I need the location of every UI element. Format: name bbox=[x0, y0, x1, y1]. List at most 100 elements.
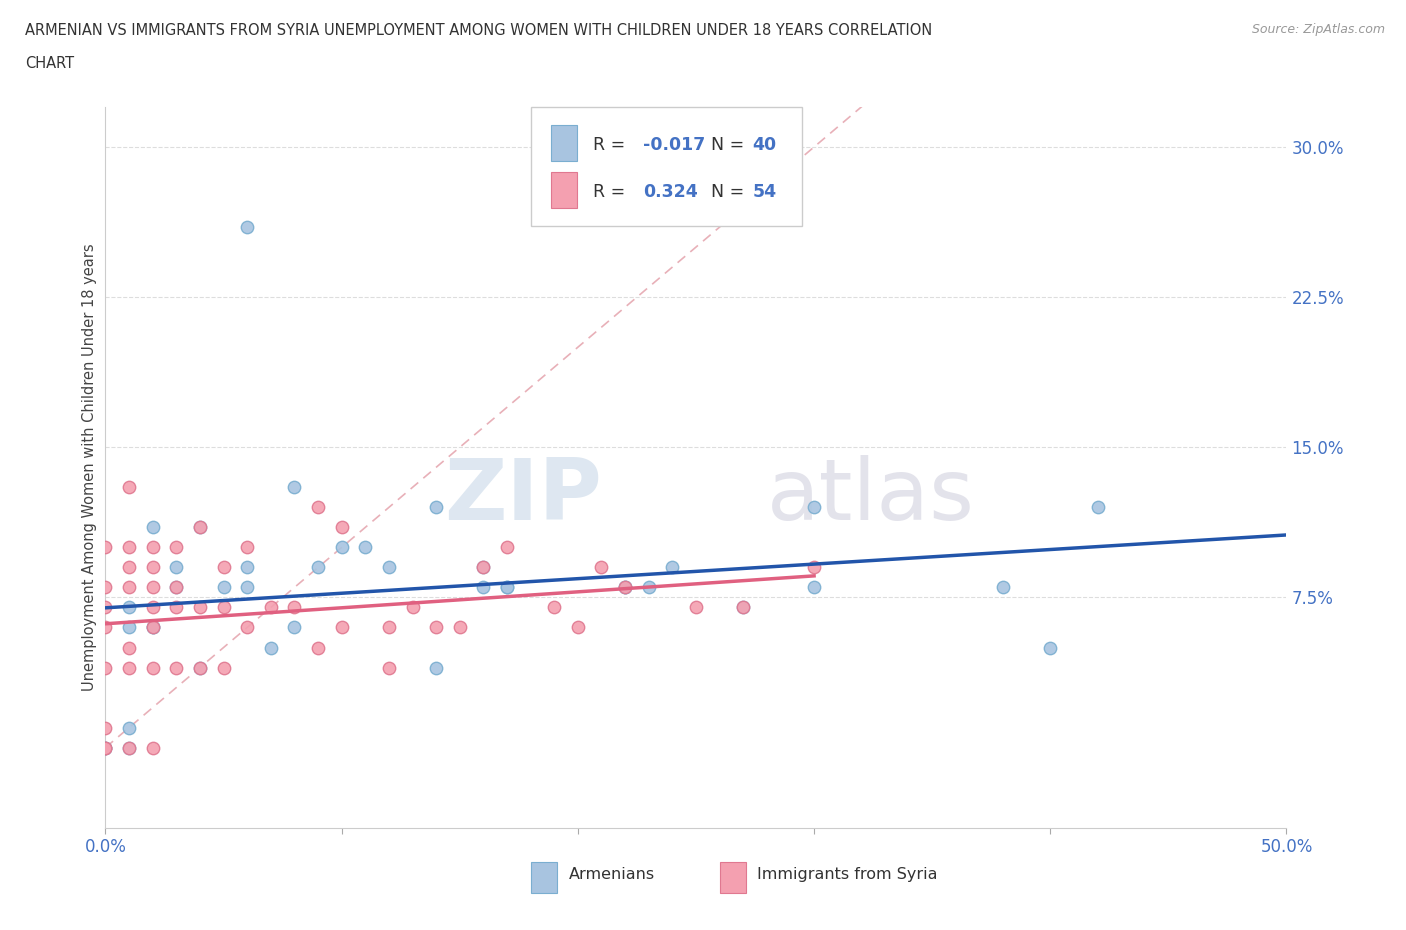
Point bbox=[236, 540, 259, 555]
Point bbox=[378, 660, 401, 675]
Point bbox=[614, 580, 637, 595]
FancyBboxPatch shape bbox=[551, 172, 576, 208]
Point bbox=[283, 620, 305, 635]
Point bbox=[142, 660, 165, 675]
Point bbox=[330, 620, 353, 635]
FancyBboxPatch shape bbox=[720, 862, 745, 893]
Point bbox=[496, 580, 519, 595]
Text: CHART: CHART bbox=[25, 56, 75, 71]
Text: N =: N = bbox=[711, 183, 749, 201]
Point bbox=[118, 580, 141, 595]
Point bbox=[733, 600, 755, 615]
Text: N =: N = bbox=[711, 136, 749, 154]
Point bbox=[94, 740, 117, 755]
Point bbox=[614, 580, 637, 595]
Point bbox=[378, 560, 401, 575]
Point bbox=[94, 720, 117, 735]
Point bbox=[94, 600, 117, 615]
Point bbox=[118, 540, 141, 555]
Point bbox=[188, 660, 211, 675]
Text: Source: ZipAtlas.com: Source: ZipAtlas.com bbox=[1251, 23, 1385, 36]
Point bbox=[142, 520, 165, 535]
Point bbox=[260, 640, 283, 655]
Point bbox=[803, 560, 825, 575]
Point bbox=[354, 540, 377, 555]
FancyBboxPatch shape bbox=[530, 107, 803, 226]
Point bbox=[733, 600, 755, 615]
FancyBboxPatch shape bbox=[530, 862, 557, 893]
Point bbox=[118, 640, 141, 655]
Point bbox=[165, 540, 187, 555]
Point bbox=[188, 520, 211, 535]
Point bbox=[307, 640, 329, 655]
Point bbox=[142, 600, 165, 615]
FancyBboxPatch shape bbox=[551, 125, 576, 161]
Point bbox=[283, 480, 305, 495]
Text: ZIP: ZIP bbox=[444, 455, 602, 538]
Point bbox=[118, 740, 141, 755]
Point bbox=[118, 720, 141, 735]
Point bbox=[1087, 500, 1109, 515]
Point bbox=[142, 620, 165, 635]
Point bbox=[378, 620, 401, 635]
Point bbox=[212, 580, 235, 595]
Text: 54: 54 bbox=[752, 183, 776, 201]
Point bbox=[614, 580, 637, 595]
Point bbox=[803, 500, 825, 515]
Point bbox=[188, 520, 211, 535]
Point bbox=[991, 580, 1014, 595]
Point bbox=[94, 540, 117, 555]
Point bbox=[118, 620, 141, 635]
Text: 40: 40 bbox=[752, 136, 776, 154]
Point bbox=[260, 600, 283, 615]
Point bbox=[212, 560, 235, 575]
Point bbox=[236, 620, 259, 635]
Point bbox=[94, 740, 117, 755]
Point bbox=[1039, 640, 1062, 655]
Point bbox=[236, 580, 259, 595]
Point bbox=[165, 580, 187, 595]
Point bbox=[142, 740, 165, 755]
Text: -0.017: -0.017 bbox=[643, 136, 704, 154]
Point bbox=[94, 740, 117, 755]
Point bbox=[425, 660, 447, 675]
Point bbox=[94, 580, 117, 595]
Point bbox=[165, 600, 187, 615]
Point bbox=[236, 560, 259, 575]
Text: Immigrants from Syria: Immigrants from Syria bbox=[758, 867, 938, 882]
Point bbox=[685, 600, 707, 615]
Text: Armenians: Armenians bbox=[568, 867, 655, 882]
Text: atlas: atlas bbox=[766, 455, 974, 538]
Point bbox=[637, 580, 659, 595]
Point bbox=[567, 620, 589, 635]
Point bbox=[472, 580, 495, 595]
Point bbox=[803, 580, 825, 595]
Point bbox=[591, 560, 613, 575]
Point bbox=[94, 740, 117, 755]
Point bbox=[118, 600, 141, 615]
Point bbox=[307, 560, 329, 575]
Point bbox=[142, 580, 165, 595]
Point bbox=[401, 600, 423, 615]
Text: R =: R = bbox=[593, 183, 637, 201]
Point bbox=[94, 620, 117, 635]
Text: R =: R = bbox=[593, 136, 631, 154]
Point bbox=[212, 600, 235, 615]
Point bbox=[212, 660, 235, 675]
Y-axis label: Unemployment Among Women with Children Under 18 years: Unemployment Among Women with Children U… bbox=[82, 244, 97, 691]
Point bbox=[543, 600, 565, 615]
Point bbox=[188, 600, 211, 615]
Text: ARMENIAN VS IMMIGRANTS FROM SYRIA UNEMPLOYMENT AMONG WOMEN WITH CHILDREN UNDER 1: ARMENIAN VS IMMIGRANTS FROM SYRIA UNEMPL… bbox=[25, 23, 932, 38]
Point bbox=[330, 540, 353, 555]
Point bbox=[94, 660, 117, 675]
Point bbox=[661, 560, 683, 575]
Point bbox=[165, 560, 187, 575]
Point bbox=[330, 520, 353, 535]
Point bbox=[118, 740, 141, 755]
Point bbox=[236, 219, 259, 234]
Point bbox=[165, 580, 187, 595]
Point bbox=[283, 600, 305, 615]
Point bbox=[142, 540, 165, 555]
Point bbox=[142, 620, 165, 635]
Point bbox=[165, 660, 187, 675]
